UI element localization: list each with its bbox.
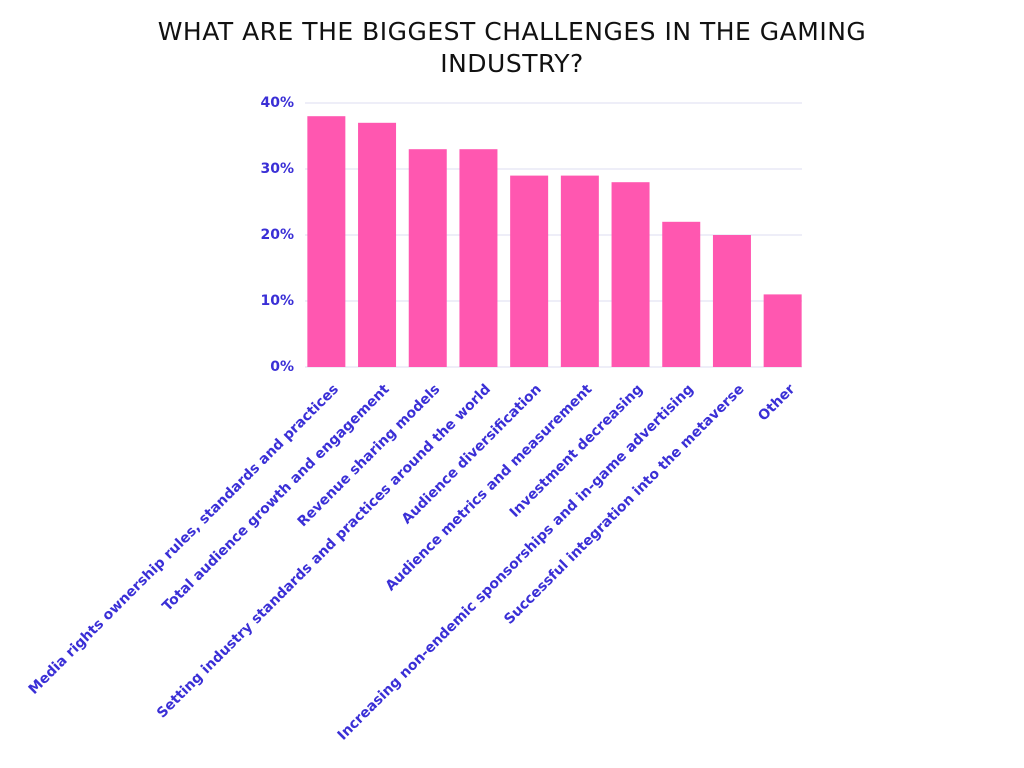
x-tick-label: Other xyxy=(755,381,798,424)
x-tick-label: Successful integration into the metavers… xyxy=(501,381,747,627)
bar xyxy=(611,182,650,367)
bar xyxy=(358,122,397,367)
bar xyxy=(560,175,599,367)
bar xyxy=(712,235,751,367)
y-tick-label: 40% xyxy=(260,95,294,111)
bar xyxy=(510,175,549,367)
chart-title: WHAT ARE THE BIGGEST CHALLENGES IN THE G… xyxy=(157,17,867,78)
y-tick-label: 0% xyxy=(270,359,294,375)
y-tick-label: 30% xyxy=(260,161,294,177)
bar xyxy=(408,149,447,367)
x-tick-label: Setting industry standards and practices… xyxy=(154,381,494,721)
y-tick-label: 10% xyxy=(260,293,294,309)
x-tick-label: Total audience growth and engagement xyxy=(159,381,393,615)
bar xyxy=(662,221,701,367)
bar xyxy=(763,294,802,367)
bar xyxy=(459,149,498,367)
bar xyxy=(307,116,346,367)
y-tick-label: 20% xyxy=(260,227,294,243)
x-tick-label: Media rights ownership rules, standards … xyxy=(26,381,342,697)
